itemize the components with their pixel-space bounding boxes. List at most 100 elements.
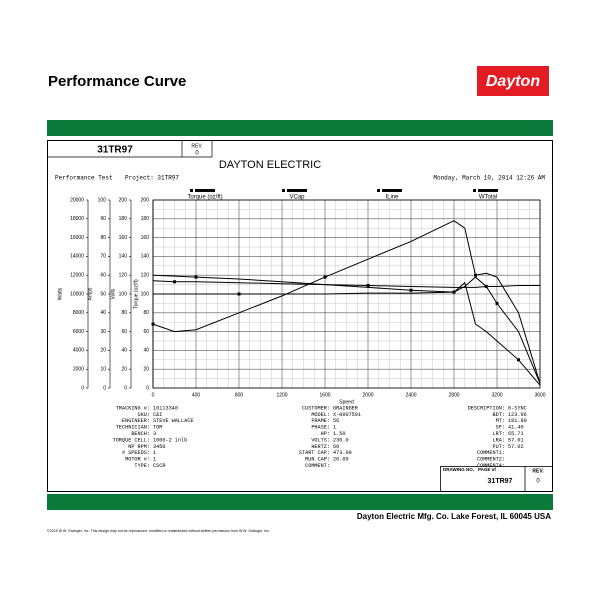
info-value: 1 — [153, 457, 156, 463]
y-tick-label: 30 — [100, 329, 106, 335]
x-tick-label: 2800 — [448, 392, 459, 398]
legend-box — [473, 189, 476, 192]
y-tick-label: 80 — [143, 310, 149, 316]
y-axis-title: Amps — [87, 287, 93, 300]
y-tick-label: 20 — [121, 367, 127, 373]
y-tick-label: 18000 — [70, 216, 84, 222]
marker — [474, 273, 477, 277]
logo-box — [477, 66, 549, 96]
info-value: 10113340 — [153, 405, 178, 411]
marker — [323, 275, 327, 279]
page-of: PAGE of — [478, 467, 496, 472]
info-label: DESCRIPTION: — [468, 405, 505, 411]
info-value: 57.01 — [508, 437, 524, 443]
y-tick-label: 100 — [98, 197, 107, 203]
page-title: Performance Curve — [48, 73, 186, 90]
info-value: 1.50 — [333, 431, 345, 437]
y-tick-label: 2000 — [73, 367, 84, 373]
rev-label: REV. — [532, 468, 544, 474]
x-tick-label: 1600 — [319, 392, 330, 398]
address: Dayton Electric Mfg. Co. Lake Forest, IL… — [357, 512, 551, 521]
y-tick-label: 20000 — [70, 197, 84, 203]
info-value: 56 — [333, 418, 339, 424]
info-label: RUN CAP: — [305, 457, 330, 463]
legend-swatch — [195, 189, 215, 192]
y-tick-label: 90 — [100, 216, 106, 222]
y-tick-label: 200 — [119, 197, 128, 203]
y-tick-label: 180 — [141, 216, 150, 222]
y-tick-label: 200 — [141, 197, 150, 203]
x-tick-label: 0 — [152, 392, 155, 398]
x-tick-label: 3200 — [491, 392, 502, 398]
info-label: FRAME: — [311, 418, 330, 424]
info-label: BDT: — [493, 412, 505, 418]
info-label: PHASE: — [311, 425, 330, 431]
legend-label: VCap — [289, 195, 305, 201]
rev: 0 — [536, 479, 540, 485]
info-value: C&I — [153, 412, 162, 418]
x-tick-label: 800 — [235, 392, 244, 398]
series-line — [152, 220, 541, 384]
y-tick-label: 40 — [121, 348, 127, 354]
part-number: 31TR97 — [97, 145, 133, 156]
company: DAYTON ELECTRIC — [219, 159, 321, 171]
info-value: 3450 — [153, 444, 165, 450]
legend-label: WTotal — [479, 195, 497, 201]
info-value: GRAINGER — [333, 405, 358, 411]
info-value: 1 — [153, 450, 156, 456]
marker — [173, 280, 176, 284]
info-label: VOLTS: — [311, 437, 330, 443]
legend-box — [282, 189, 285, 192]
info-label: COMMENT2: — [477, 457, 505, 463]
y-axis-title: Watts — [57, 287, 63, 300]
y-tick-label: 20 — [143, 367, 149, 373]
info-value: CSCR — [153, 463, 165, 469]
info-label: PUT: — [493, 444, 505, 450]
y-tick-label: 60 — [100, 273, 106, 279]
y-tick-label: 60 — [143, 329, 149, 335]
y-tick-label: 40 — [100, 310, 106, 316]
x-tick-label: 3600 — [534, 392, 545, 398]
sheet-frame — [47, 140, 553, 492]
info-label: COMMENT1: — [477, 450, 505, 456]
y-tick-label: 180 — [119, 216, 128, 222]
y-tick-label: 100 — [119, 291, 128, 297]
legend-label: ILine — [385, 195, 399, 201]
info-label: SKU: — [138, 412, 150, 418]
y-tick-label: 100 — [141, 291, 150, 297]
legend-box — [190, 189, 193, 192]
marker — [517, 358, 520, 362]
info-value: 57.02 — [508, 444, 524, 450]
x-tick-label: 2000 — [362, 392, 373, 398]
y-tick-label: 16000 — [70, 235, 84, 241]
info-label: LRA: — [493, 437, 505, 443]
legend-box — [377, 189, 380, 192]
info-value: 1 — [333, 425, 336, 431]
marker — [495, 301, 499, 305]
test: Performance Test — [55, 175, 113, 182]
marker — [409, 288, 413, 292]
y-axis-title: Volts — [110, 288, 116, 299]
y-tick-label: 8000 — [73, 310, 84, 316]
y-tick-label: 60 — [121, 329, 127, 335]
info-value: 3 — [153, 431, 156, 437]
info-value: 230.0 — [333, 437, 349, 443]
date: Monday, March 10, 2014 12:26 AM — [433, 175, 545, 182]
y-tick-label: 10 — [100, 367, 106, 373]
info-value: 65.71 — [508, 431, 524, 437]
x-tick-label: 400 — [192, 392, 201, 398]
info-label: SF: — [496, 425, 505, 431]
y-tick-label: 120 — [119, 273, 128, 279]
y-tick-label: 4000 — [73, 348, 84, 354]
legend-swatch — [478, 189, 498, 192]
info-label: ENGINEER: — [122, 418, 150, 424]
info-label: TYPE: — [134, 463, 150, 469]
info-value: 473.00 — [333, 450, 352, 456]
y-tick-label: 12000 — [70, 273, 84, 279]
project: Project: 31TR97 — [125, 175, 179, 182]
marker — [237, 292, 241, 296]
logo: Dayton — [486, 73, 540, 90]
y-tick-label: 40 — [143, 348, 149, 354]
info-value: 1000-2 inlb — [153, 437, 187, 443]
